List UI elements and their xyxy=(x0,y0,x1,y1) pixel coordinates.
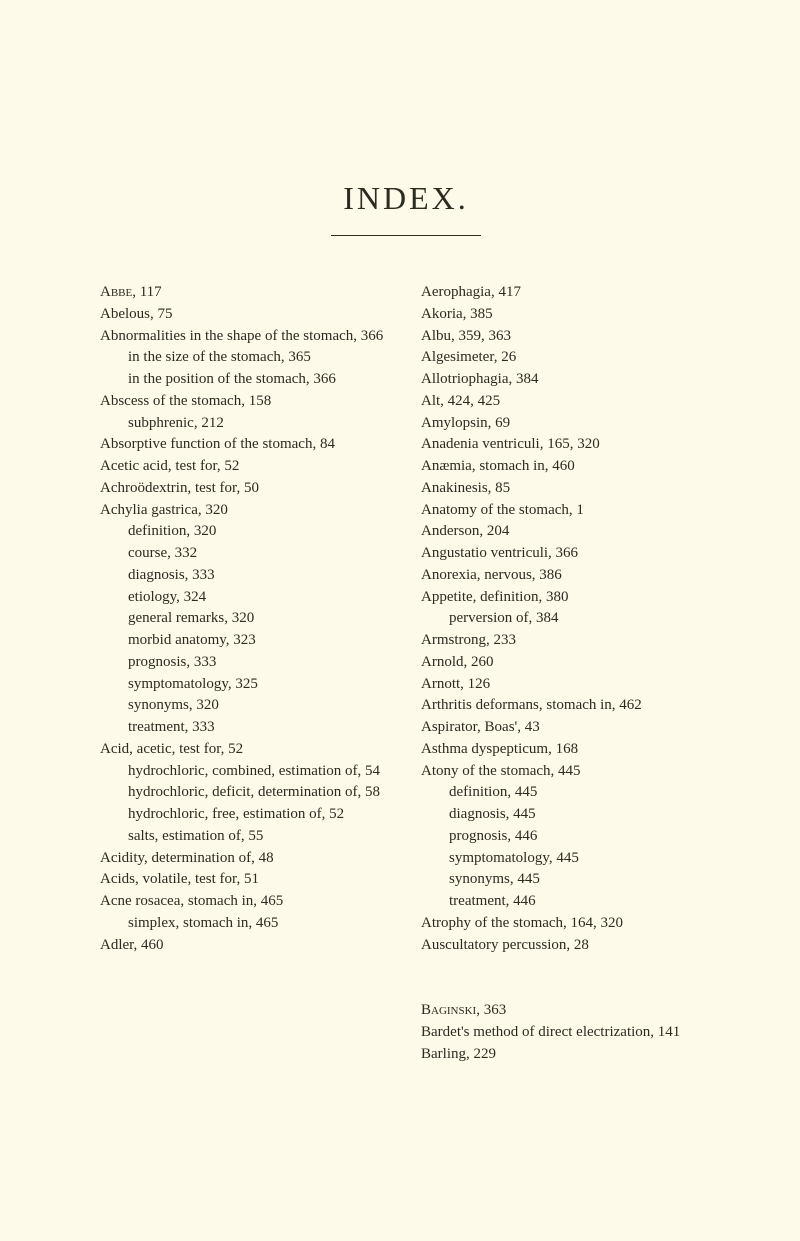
index-line: hydrochloric, combined, estimation of, 5… xyxy=(100,761,391,783)
index-line: synonyms, 445 xyxy=(421,869,712,891)
index-line: Alt, 424, 425 xyxy=(421,391,712,413)
index-line: Abscess of the stomach, 158 xyxy=(100,391,391,413)
index-line: Akoria, 385 xyxy=(421,304,712,326)
index-line: in the position of the stomach, 366 xyxy=(100,369,391,391)
title-rule xyxy=(331,235,481,236)
index-line: symptomatology, 445 xyxy=(421,848,712,870)
index-line: Algesimeter, 26 xyxy=(421,347,712,369)
index-line: prognosis, 446 xyxy=(421,826,712,848)
index-line: Acetic acid, test for, 52 xyxy=(100,456,391,478)
index-line: general remarks, 320 xyxy=(100,608,391,630)
right-column: Aerophagia, 417Akoria, 385Albu, 359, 363… xyxy=(421,282,712,1066)
index-line: Abelous, 75 xyxy=(100,304,391,326)
index-line: Acidity, determination of, 48 xyxy=(100,848,391,870)
index-line: Appetite, definition, 380 xyxy=(421,587,712,609)
index-line: Angustatio ventriculi, 366 xyxy=(421,543,712,565)
index-line: Anatomy of the stomach, 1 xyxy=(421,500,712,522)
index-line: Achroödextrin, test for, 50 xyxy=(100,478,391,500)
index-line: Anderson, 204 xyxy=(421,521,712,543)
index-line: definition, 445 xyxy=(421,782,712,804)
index-line: etiology, 324 xyxy=(100,587,391,609)
index-line: Armstrong, 233 xyxy=(421,630,712,652)
index-line: Abbe, 117 xyxy=(100,282,391,304)
index-line: Acids, volatile, test for, 51 xyxy=(100,869,391,891)
index-line: Adler, 460 xyxy=(100,935,391,957)
index-line: Achylia gastrica, 320 xyxy=(100,500,391,522)
index-line: Amylopsin, 69 xyxy=(421,413,712,435)
index-line: simplex, stomach in, 465 xyxy=(100,913,391,935)
index-line: Albu, 359, 363 xyxy=(421,326,712,348)
index-line: Acne rosacea, stomach in, 465 xyxy=(100,891,391,913)
index-line: Anakinesis, 85 xyxy=(421,478,712,500)
index-line: synonyms, 320 xyxy=(100,695,391,717)
index-line: morbid anatomy, 323 xyxy=(100,630,391,652)
index-title: INDEX. xyxy=(100,180,712,217)
index-line: salts, estimation of, 55 xyxy=(100,826,391,848)
index-line: Aspirator, Boas', 43 xyxy=(421,717,712,739)
index-line: Absorptive function of the stomach, 84 xyxy=(100,434,391,456)
index-line: prognosis, 333 xyxy=(100,652,391,674)
page: INDEX. Abbe, 117Abelous, 75Abnormalities… xyxy=(0,0,800,1126)
index-line: Auscultatory percussion, 28 xyxy=(421,935,712,957)
index-line: Allotriophagia, 384 xyxy=(421,369,712,391)
index-line: subphrenic, 212 xyxy=(100,413,391,435)
index-line: Anorexia, nervous, 386 xyxy=(421,565,712,587)
title-rule-wrap xyxy=(100,235,712,236)
index-line: symptomatology, 325 xyxy=(100,674,391,696)
index-line: Bardet's method of direct electrization,… xyxy=(421,1022,712,1044)
index-line: Arnott, 126 xyxy=(421,674,712,696)
index-line: diagnosis, 333 xyxy=(100,565,391,587)
index-line: Asthma dyspepticum, 168 xyxy=(421,739,712,761)
index-line: Anadenia ventriculi, 165, 320 xyxy=(421,434,712,456)
index-line: Baginski, 363 xyxy=(421,1000,712,1022)
index-line: treatment, 446 xyxy=(421,891,712,913)
index-line: course, 332 xyxy=(100,543,391,565)
index-line: Barling, 229 xyxy=(421,1044,712,1066)
index-line: Acid, acetic, test for, 52 xyxy=(100,739,391,761)
index-line: in the size of the stomach, 365 xyxy=(100,347,391,369)
index-line: Arnold, 260 xyxy=(421,652,712,674)
index-line: Aerophagia, 417 xyxy=(421,282,712,304)
index-line: perversion of, 384 xyxy=(421,608,712,630)
index-line: Abnormalities in the shape of the stomac… xyxy=(100,326,391,348)
index-line: hydrochloric, deficit, determination of,… xyxy=(100,782,391,804)
index-line: Arthritis deformans, stomach in, 462 xyxy=(421,695,712,717)
index-line: hydrochloric, free, estimation of, 52 xyxy=(100,804,391,826)
index-line: Anæmia, stomach in, 460 xyxy=(421,456,712,478)
index-line: Atony of the stomach, 445 xyxy=(421,761,712,783)
index-line: diagnosis, 445 xyxy=(421,804,712,826)
index-line xyxy=(421,971,712,985)
left-column: Abbe, 117Abelous, 75Abnormalities in the… xyxy=(100,282,391,1066)
index-line: treatment, 333 xyxy=(100,717,391,739)
index-columns: Abbe, 117Abelous, 75Abnormalities in the… xyxy=(100,282,712,1066)
index-line: definition, 320 xyxy=(100,521,391,543)
index-line: Atrophy of the stomach, 164, 320 xyxy=(421,913,712,935)
